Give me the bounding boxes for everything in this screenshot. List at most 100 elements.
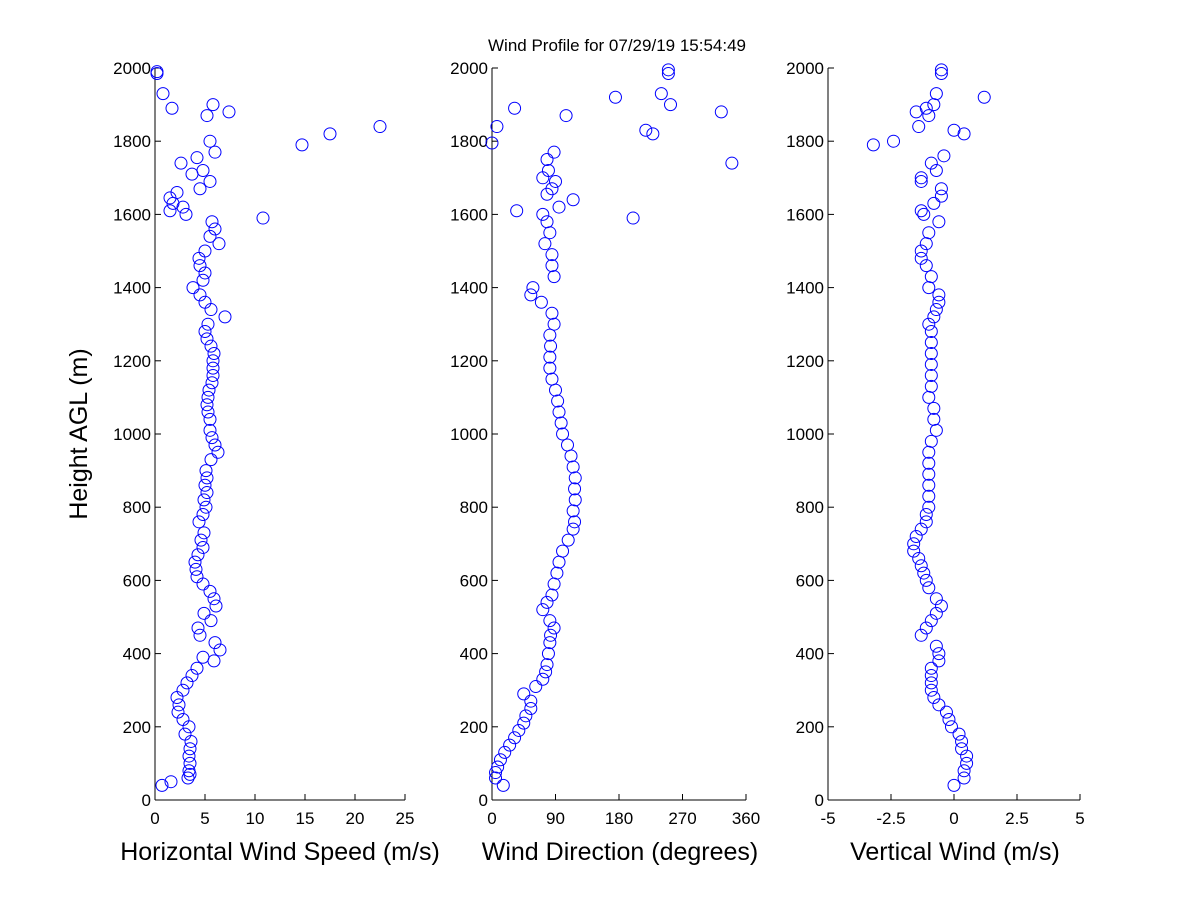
data-point xyxy=(526,281,540,295)
data-point xyxy=(543,226,557,240)
data-point xyxy=(517,687,531,701)
data-point xyxy=(924,669,938,683)
data-point xyxy=(182,749,196,763)
data-point xyxy=(170,691,184,705)
y-tick-label: 400 xyxy=(460,645,488,664)
data-point xyxy=(914,628,928,642)
data-point xyxy=(566,460,580,474)
data-point xyxy=(929,163,943,177)
data-point xyxy=(545,588,559,602)
data-point xyxy=(924,368,938,382)
y-tick-label: 1400 xyxy=(786,279,824,298)
data-point xyxy=(545,372,559,386)
data-point xyxy=(544,339,558,353)
data-point xyxy=(150,65,164,79)
data-point xyxy=(654,87,668,101)
data-point xyxy=(543,361,557,375)
data-point xyxy=(547,145,561,159)
data-point xyxy=(560,438,574,452)
data-point xyxy=(907,544,921,558)
data-point xyxy=(924,683,938,697)
y-tick-label: 1600 xyxy=(113,205,151,224)
data-point xyxy=(924,156,938,170)
data-point xyxy=(922,317,936,331)
data-point xyxy=(929,87,943,101)
data-point xyxy=(205,215,219,229)
data-point xyxy=(198,266,212,280)
data-point xyxy=(934,63,948,77)
data-point xyxy=(170,185,184,199)
x-axis-label: Vertical Wind (m/s) xyxy=(850,838,1060,866)
data-point xyxy=(202,383,216,397)
data-point xyxy=(203,229,217,243)
y-tick-label: 1600 xyxy=(450,205,488,224)
data-point xyxy=(952,727,966,741)
data-point xyxy=(909,105,923,119)
data-point xyxy=(924,434,938,448)
y-tick-label: 400 xyxy=(123,645,151,664)
data-point xyxy=(912,120,926,134)
data-point xyxy=(919,621,933,635)
data-point xyxy=(211,445,225,459)
data-point xyxy=(517,716,531,730)
x-tick-label: 270 xyxy=(668,809,696,828)
data-point xyxy=(919,573,933,587)
chart-title: Wind Profile for 07/29/19 15:54:49 xyxy=(488,36,746,55)
data-point xyxy=(164,775,178,789)
data-point xyxy=(549,174,562,188)
x-tick-label: 90 xyxy=(546,809,565,828)
data-point xyxy=(206,98,220,112)
y-tick-label: 1200 xyxy=(450,352,488,371)
data-point xyxy=(536,603,550,617)
data-point xyxy=(942,712,956,726)
data-point xyxy=(190,661,204,675)
data-point xyxy=(714,105,728,119)
data-point xyxy=(183,756,197,770)
data-point xyxy=(924,336,938,349)
data-point xyxy=(725,156,739,170)
data-point xyxy=(503,738,517,752)
data-point xyxy=(176,683,190,697)
data-point xyxy=(190,570,204,584)
y-tick-label: 1800 xyxy=(450,132,488,151)
data-point xyxy=(508,101,522,115)
data-point xyxy=(922,500,936,514)
data-point xyxy=(912,551,926,565)
data-point xyxy=(543,614,557,628)
data-point xyxy=(201,317,215,331)
y-tick-label: 800 xyxy=(123,498,151,517)
data-point xyxy=(496,778,510,792)
data-point xyxy=(927,412,941,426)
data-point xyxy=(944,720,958,734)
y-tick-label: 1600 xyxy=(786,205,824,224)
data-point xyxy=(927,310,941,324)
data-point xyxy=(192,251,206,265)
data-point xyxy=(204,339,218,353)
data-point xyxy=(543,328,557,342)
data-point xyxy=(207,346,221,360)
data-point xyxy=(295,138,309,152)
data-point xyxy=(914,244,928,258)
data-point xyxy=(534,295,548,309)
data-point xyxy=(171,705,185,719)
data-point xyxy=(922,445,936,459)
data-point xyxy=(929,592,943,606)
data-point xyxy=(196,577,210,591)
x-tick-label: -2.5 xyxy=(876,809,905,828)
data-point xyxy=(552,200,566,214)
data-point xyxy=(209,599,223,613)
data-point xyxy=(552,405,566,419)
y-tick-label: 1800 xyxy=(113,132,151,151)
data-point xyxy=(924,357,938,371)
data-point xyxy=(180,676,194,690)
data-point xyxy=(198,325,212,339)
data-point xyxy=(485,136,499,150)
y-tick-label: 1000 xyxy=(450,425,488,444)
data-point xyxy=(957,771,971,785)
data-point xyxy=(914,174,928,188)
data-point xyxy=(208,636,222,650)
data-point xyxy=(960,756,974,770)
data-point xyxy=(922,489,936,503)
y-tick-label: 1200 xyxy=(113,352,151,371)
data-point xyxy=(192,515,206,529)
